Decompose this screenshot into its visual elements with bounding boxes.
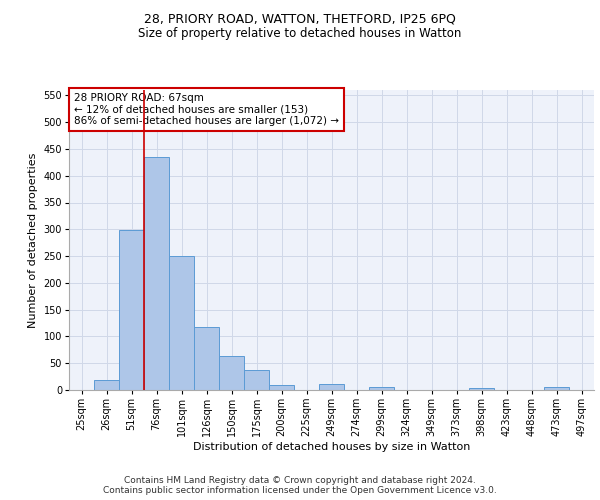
Text: 28, PRIORY ROAD, WATTON, THETFORD, IP25 6PQ: 28, PRIORY ROAD, WATTON, THETFORD, IP25 … (144, 12, 456, 26)
Bar (469, 388, 494, 390)
Bar (169, 256, 194, 390)
Text: Contains HM Land Registry data © Crown copyright and database right 2024.
Contai: Contains HM Land Registry data © Crown c… (103, 476, 497, 495)
Text: 28 PRIORY ROAD: 67sqm
← 12% of detached houses are smaller (153)
86% of semi-det: 28 PRIORY ROAD: 67sqm ← 12% of detached … (74, 93, 339, 126)
Bar (244, 370, 269, 390)
Bar (219, 356, 244, 390)
Bar (194, 327, 219, 390)
Bar (369, 388, 394, 390)
Y-axis label: Number of detached properties: Number of detached properties (28, 152, 38, 328)
Bar (319, 384, 344, 390)
Bar (94, 380, 119, 390)
X-axis label: Distribution of detached houses by size in Watton: Distribution of detached houses by size … (193, 442, 470, 452)
Bar (269, 384, 294, 390)
Text: Size of property relative to detached houses in Watton: Size of property relative to detached ho… (139, 28, 461, 40)
Bar (119, 230, 144, 390)
Bar (144, 157, 169, 390)
Bar (544, 388, 569, 390)
